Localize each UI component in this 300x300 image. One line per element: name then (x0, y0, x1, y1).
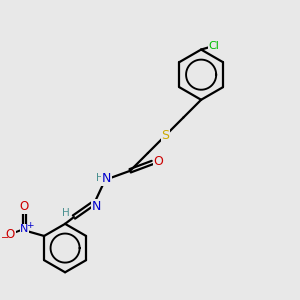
Text: O: O (20, 200, 29, 213)
Text: N: N (91, 200, 101, 213)
Text: N: N (102, 172, 111, 185)
Text: O: O (6, 228, 15, 241)
Text: Cl: Cl (208, 41, 219, 51)
Text: +: + (26, 221, 33, 230)
Text: S: S (162, 129, 170, 142)
Text: −: − (1, 233, 9, 243)
Text: H: H (96, 173, 104, 183)
Text: O: O (153, 154, 163, 168)
Text: H: H (62, 208, 70, 218)
Text: N: N (20, 224, 28, 235)
